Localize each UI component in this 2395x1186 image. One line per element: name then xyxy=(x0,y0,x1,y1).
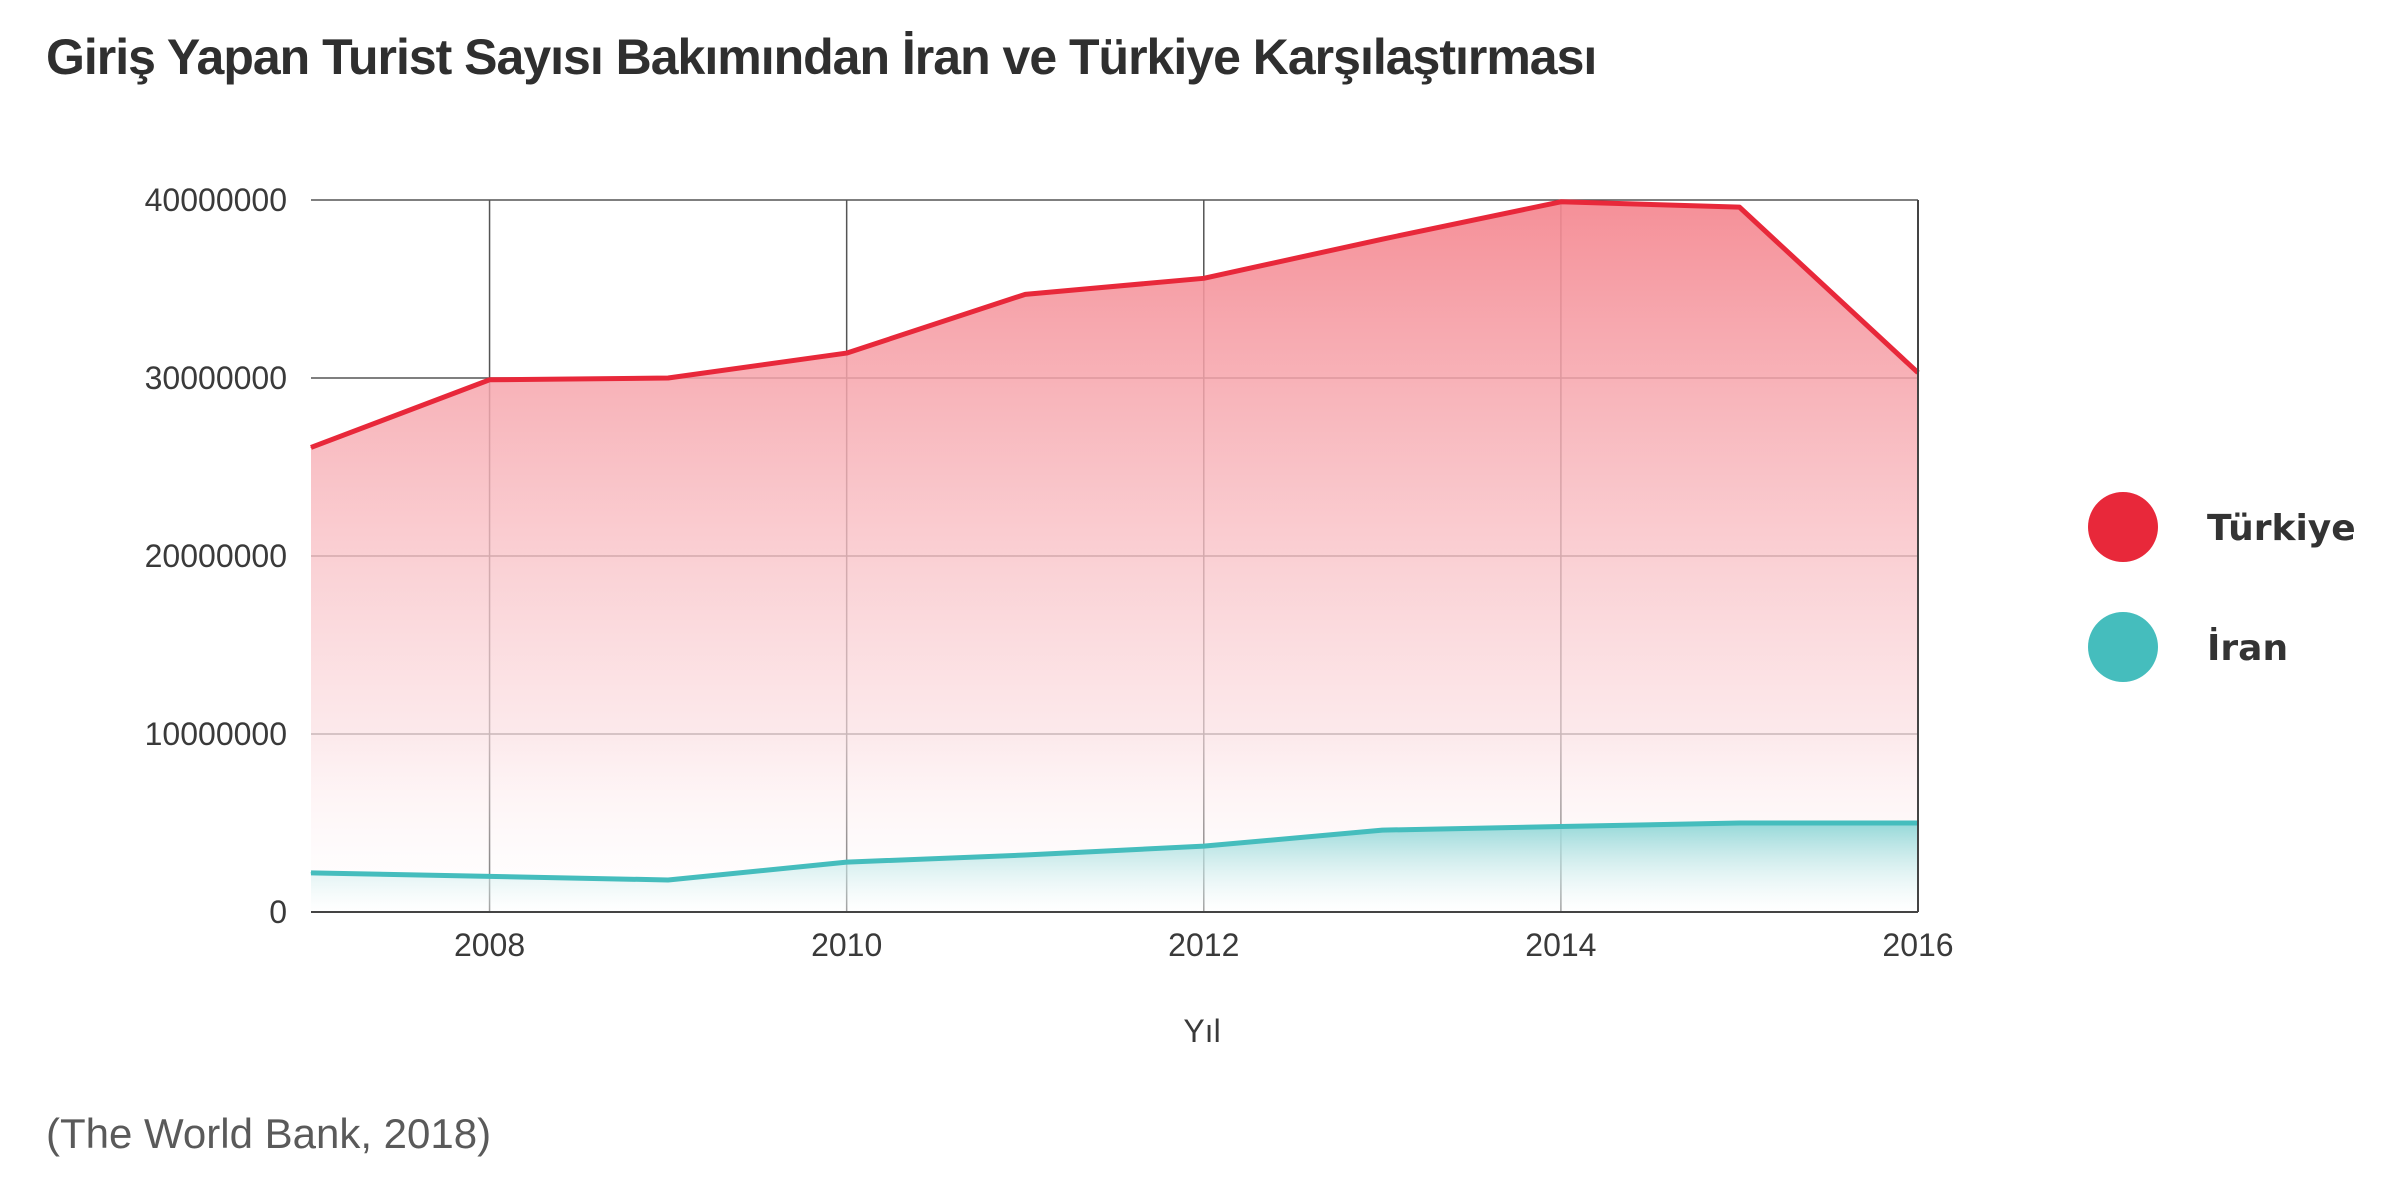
data-point xyxy=(310,872,312,874)
data-point xyxy=(1738,822,1740,824)
axes xyxy=(311,200,1919,913)
x-tick-label: 2008 xyxy=(454,927,525,963)
line-turkiye xyxy=(310,199,1920,450)
data-point xyxy=(1024,293,1026,295)
x-tick-label: 2012 xyxy=(1168,927,1239,963)
area-iran xyxy=(311,823,1918,912)
data-point xyxy=(1203,845,1205,847)
legend-label: Türkiye xyxy=(2207,508,2356,549)
y-tick-label: 0 xyxy=(269,894,287,930)
data-point xyxy=(1381,238,1383,240)
data-point xyxy=(310,446,312,448)
line-iran xyxy=(310,820,1918,883)
x-tick-label: 2014 xyxy=(1525,927,1596,963)
x-axis-label: Yıl xyxy=(1183,1013,1220,1049)
data-point xyxy=(1560,826,1562,828)
data-point xyxy=(667,879,669,881)
chart-title: Giriş Yapan Turist Sayısı Bakımından İra… xyxy=(46,29,1597,85)
data-point xyxy=(1560,201,1562,203)
legend: Türkiye İran xyxy=(2088,492,2356,682)
data-point xyxy=(1024,854,1026,856)
x-tick-label: 2016 xyxy=(1882,927,1953,963)
x-tick-label: 2010 xyxy=(811,927,882,963)
area-turkiye xyxy=(311,201,1918,912)
data-point xyxy=(489,379,491,381)
source-note: (The World Bank, 2018) xyxy=(46,1110,492,1157)
data-point xyxy=(1381,829,1383,831)
areas xyxy=(311,201,1918,912)
legend-swatch xyxy=(2088,612,2158,682)
data-point xyxy=(1203,277,1205,279)
data-point xyxy=(846,861,848,863)
data-point xyxy=(846,352,848,354)
tick-labels: 0 10000000 20000000 30000000 40000000 2008 201… xyxy=(145,182,1954,963)
y-tick-label: 20000000 xyxy=(145,538,287,574)
y-tick-label: 40000000 xyxy=(145,182,287,218)
data-point xyxy=(1738,206,1740,208)
y-tick-label: 30000000 xyxy=(145,360,287,396)
y-tick-label: 10000000 xyxy=(145,716,287,752)
lines xyxy=(310,199,1920,883)
legend-swatch xyxy=(2088,492,2158,562)
legend-label: İran xyxy=(2207,627,2288,669)
data-point xyxy=(667,377,669,379)
data-point xyxy=(489,875,491,877)
